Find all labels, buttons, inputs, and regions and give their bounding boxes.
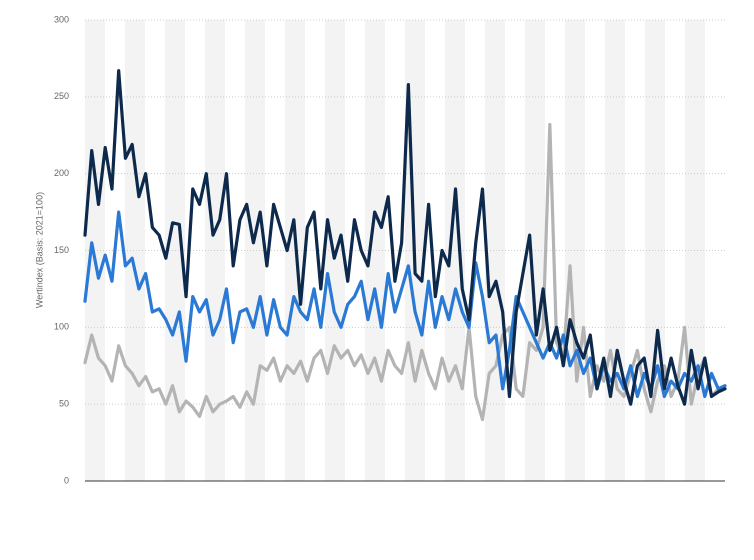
- line-series: [83, 210, 727, 399]
- y-tick-label: 100: [54, 322, 69, 332]
- y-tick-label: 250: [54, 91, 69, 101]
- y-tick-label: 300: [54, 14, 69, 24]
- y-axis-label: Wertindex (Basis: 2021=100): [34, 192, 44, 308]
- y-tick-label: 200: [54, 168, 69, 178]
- y-tick-label: 150: [54, 245, 69, 255]
- line-series: [83, 69, 727, 406]
- background-band: [125, 20, 145, 481]
- y-tick-label: 0: [64, 475, 69, 485]
- line-series: [83, 122, 727, 422]
- y-tick-label: 50: [59, 399, 69, 409]
